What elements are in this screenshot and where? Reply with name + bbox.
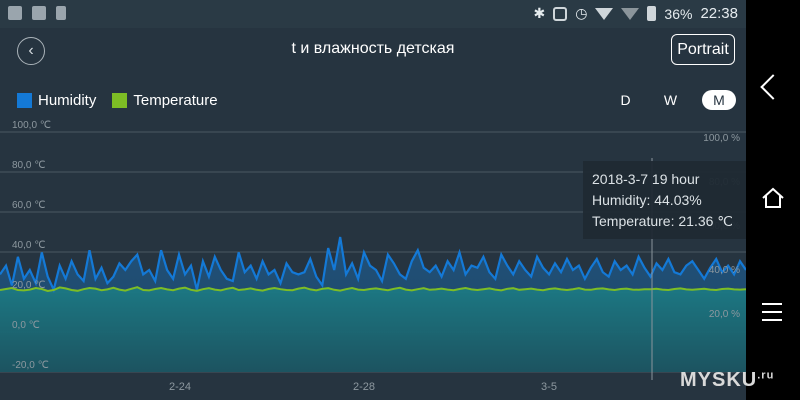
left-axis-tick-label: 20,0 ℃ — [12, 280, 45, 291]
nav-home-icon[interactable] — [761, 187, 785, 209]
legend-label-humidity: Humidity — [38, 92, 97, 109]
right-axis-tick-label: 40,0 % — [709, 265, 740, 276]
tooltip-humidity: Humidity: 44.03% — [592, 192, 702, 208]
portrait-button[interactable]: Portrait — [671, 34, 735, 65]
left-axis-tick-label: 0,0 ℃ — [12, 320, 40, 331]
battery-percent: 36% — [664, 5, 693, 22]
temperature-line — [0, 286, 746, 293]
legend-swatch-humidity — [17, 93, 32, 108]
chart-lines — [0, 236, 746, 294]
right-axis-tick-label: 100,0 % — [703, 133, 740, 144]
chart-tooltip: 2018-3-7 19 hour Humidity: 44.03% Temper… — [583, 161, 746, 239]
battery-saver-icon — [56, 6, 66, 20]
watermark-suffix: .ru — [757, 369, 775, 382]
wifi-icon — [595, 7, 614, 20]
battery-icon — [647, 6, 657, 21]
watermark-logo: MYSKU.ru — [680, 369, 774, 392]
page-title: t и влажность детская — [291, 40, 455, 57]
no-signal-icon — [621, 7, 640, 20]
period-week[interactable]: W — [663, 92, 678, 108]
left-axis-tick-label: -20,0 ℃ — [12, 360, 49, 371]
left-axis-tick-label: 80,0 ℃ — [12, 160, 45, 171]
notification-icon — [8, 6, 22, 20]
chart-areas — [0, 237, 746, 372]
chart-legend: Humidity Temperature — [17, 92, 234, 109]
watermark-text: MYSKU — [680, 369, 758, 391]
tooltip-date: 2018-3-7 19 hour — [592, 171, 700, 187]
tooltip-temperature: Temperature: 21.36 ℃ — [592, 213, 734, 229]
alarm-icon: ◷ — [575, 5, 588, 21]
nav-menu-icon[interactable] — [762, 303, 782, 327]
system-nav-bar — [746, 0, 800, 400]
x-axis-tick-label: 2-24 — [169, 381, 191, 393]
x-axis-tick-label: 3-5 — [541, 381, 557, 393]
left-axis-tick-label: 40,0 ℃ — [12, 240, 45, 251]
image-icon — [32, 6, 46, 20]
legend-label-temperature: Temperature — [133, 92, 218, 109]
status-system: ✱ ◷ 36% 22:38 — [533, 5, 738, 22]
app-header: ‹ t и влажность детская Portrait — [0, 28, 746, 76]
status-bar: ✱ ◷ 36% 22:38 — [0, 0, 746, 28]
legend-swatch-temperature — [112, 93, 128, 108]
chevron-left-icon: ‹ — [28, 42, 34, 59]
x-axis-tick-label: 2-28 — [353, 381, 375, 393]
temperature-area — [0, 287, 746, 372]
period-selector: D W M — [612, 90, 736, 110]
right-axis-tick-label: 20,0 % — [709, 309, 740, 320]
period-month[interactable]: M — [702, 90, 736, 110]
humidity-line — [0, 236, 746, 294]
left-axis-tick-label: 100,0 ℃ — [12, 120, 51, 131]
legend-item-humidity: Humidity — [17, 92, 96, 109]
nav-back-icon[interactable] — [760, 74, 786, 100]
period-day[interactable]: D — [620, 92, 631, 108]
back-button[interactable]: ‹ — [17, 37, 45, 65]
legend-item-temperature: Temperature — [112, 92, 218, 109]
left-axis-tick-label: 60,0 ℃ — [12, 200, 45, 211]
vibrate-icon — [553, 6, 568, 21]
status-notifications — [8, 6, 66, 20]
bluetooth-icon: ✱ — [533, 5, 546, 21]
clock: 22:38 — [700, 5, 738, 22]
